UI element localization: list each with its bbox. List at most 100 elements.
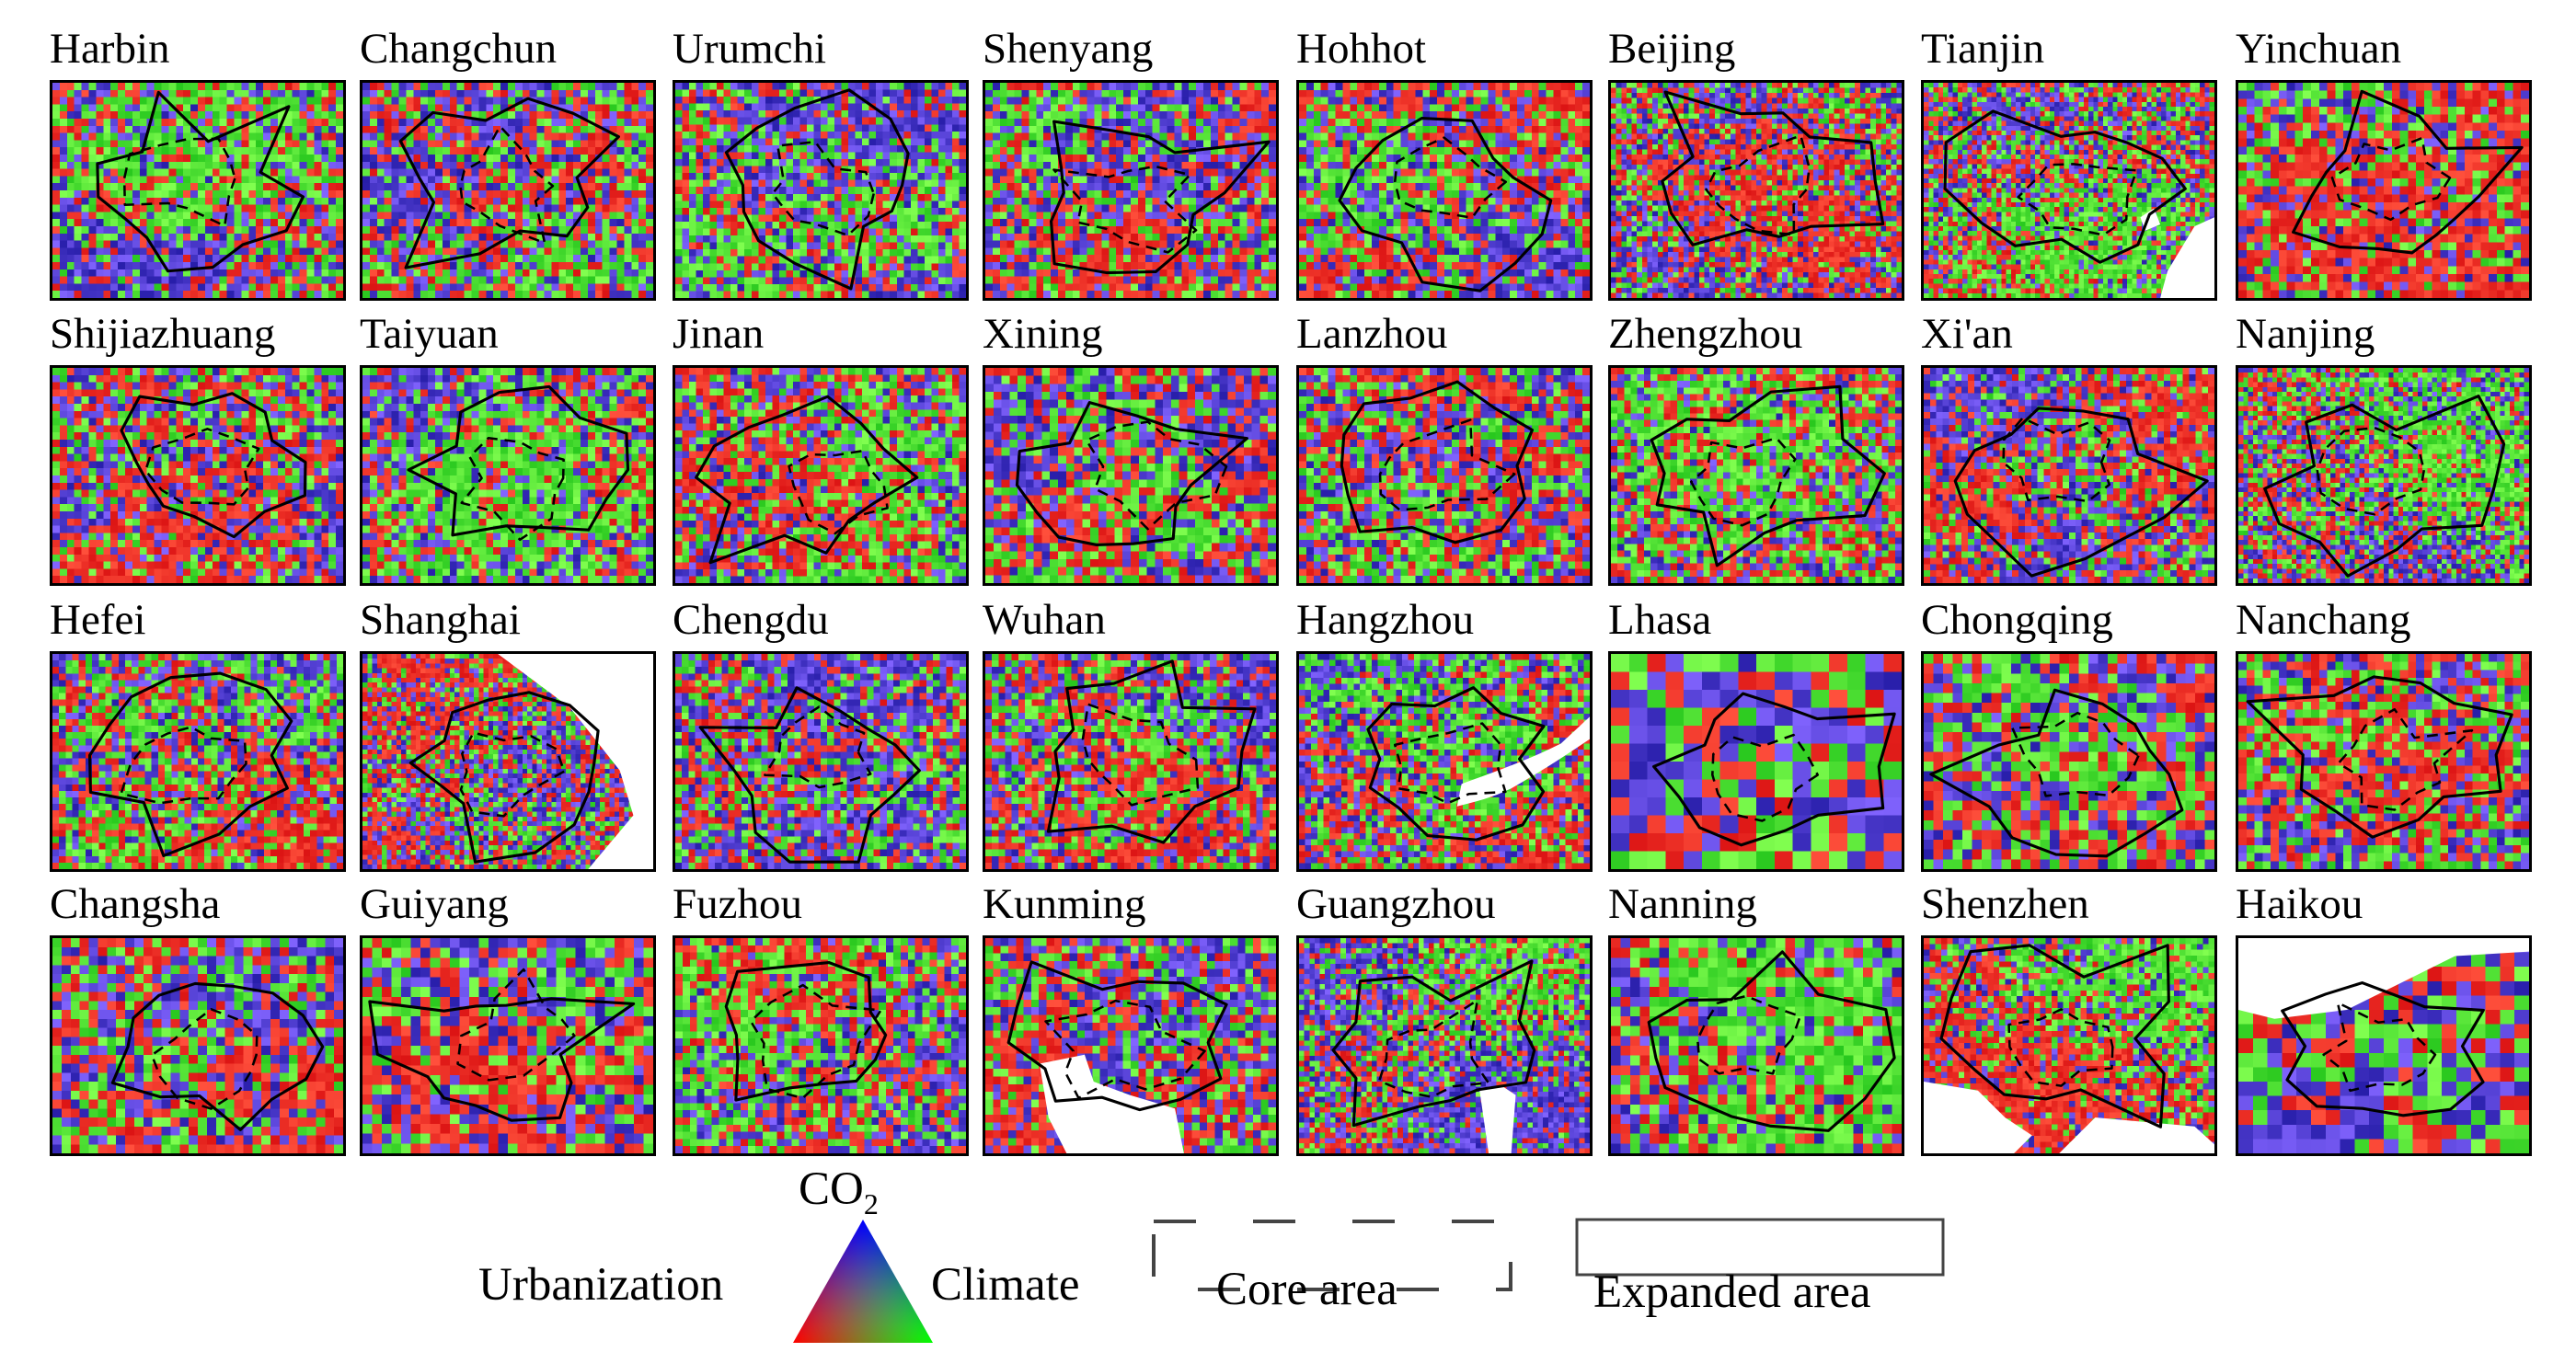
city-label-xi-an: Xi'an: [1921, 310, 2013, 358]
core-area-boundary: [459, 124, 555, 245]
core-area-boundary: [1689, 437, 1797, 527]
city-map-taiyuan: [360, 365, 656, 586]
city-map-shenyang: [983, 80, 1279, 301]
core-area-boundary: [456, 968, 576, 1082]
core-area-legend-symbol: [1152, 1220, 1512, 1291]
expanded-area-boundary: [408, 691, 600, 864]
expanded-area-boundary: [698, 686, 921, 864]
co2-urbanization-climate-raster: [52, 938, 343, 1153]
city-label-taiyuan: Taiyuan: [360, 310, 499, 358]
city-map-tianjin: [1921, 80, 2217, 301]
city-map-lanzhou: [1296, 365, 1593, 586]
city-label-haikou: Haikou: [2236, 880, 2363, 928]
city-map-xi-an: [1921, 365, 2217, 586]
expanded-area-boundary: [1650, 384, 1886, 567]
city-map-hefei: [50, 651, 346, 872]
city-map-guangzhou: [1296, 935, 1593, 1156]
expanded-area-boundary: [2246, 675, 2513, 839]
city-map-changchun: [360, 80, 656, 301]
co2-urbanization-climate-raster: [675, 83, 966, 298]
core-area-boundary: [460, 436, 565, 542]
core-area-boundary: [2330, 136, 2452, 222]
city-label-lanzhou: Lanzhou: [1296, 310, 1448, 358]
expanded-area-boundary: [120, 392, 307, 539]
city-map-haikou: [2236, 935, 2532, 1156]
city-map-kunming: [983, 935, 1279, 1156]
core-area-boundary: [2322, 1001, 2437, 1093]
expanded-area-boundary: [695, 395, 919, 565]
core-area-boundary: [144, 428, 260, 506]
city-map-zhengzhou: [1608, 365, 1904, 586]
expanded-area-boundary: [1006, 960, 1228, 1112]
core-area-boundary: [771, 140, 875, 237]
expanded-area-boundary: [398, 97, 620, 269]
expanded-area-boundary: [1943, 109, 2187, 264]
co2-urbanization-climate-raster: [985, 368, 1276, 583]
core-area-boundary: [1711, 733, 1820, 822]
expanded-area-boundary: [1939, 944, 2170, 1129]
expanded-area-boundary: [1647, 950, 1896, 1132]
city-label-shanghai: Shanghai: [360, 596, 521, 644]
no-data-area: [1456, 716, 1590, 807]
core-area-boundary: [2011, 711, 2140, 797]
expanded-area-boundary: [2291, 89, 2524, 255]
city-map-xining: [983, 365, 1279, 586]
urbanization-label: Urbanization: [478, 1259, 724, 1311]
city-label-harbin: Harbin: [50, 25, 170, 73]
expanded-area-boundary: [1015, 401, 1248, 547]
city-label-beijing: Beijing: [1608, 25, 1736, 73]
city-map-jinan: [673, 365, 969, 586]
core-area-boundary: [1393, 722, 1507, 805]
city-label-hangzhou: Hangzhou: [1296, 596, 1475, 644]
co2-label: CO2: [799, 1163, 879, 1221]
city-label-shijiazhuang: Shijiazhuang: [50, 310, 276, 358]
no-data-area: [1924, 1082, 2214, 1153]
city-map-shijiazhuang: [50, 365, 346, 586]
core-area-boundary: [2017, 163, 2138, 236]
city-map-guiyang: [360, 935, 656, 1156]
city-map-shanghai: [360, 651, 656, 872]
city-map-chengdu: [673, 651, 969, 872]
city-label-nanjing: Nanjing: [2236, 310, 2375, 358]
no-data-area: [1039, 1054, 1184, 1153]
core-area-boundary: [1378, 418, 1516, 511]
city-map-shenzhen: [1921, 935, 2217, 1156]
city-label-guangzhou: Guangzhou: [1296, 880, 1496, 928]
city-map-nanning: [1608, 935, 1904, 1156]
core-area-boundary: [749, 983, 882, 1100]
ternary-color-triangle: [793, 1220, 933, 1343]
core-area-boundary: [2316, 426, 2426, 516]
city-label-hefei: Hefei: [50, 596, 146, 644]
core-area-boundary: [1705, 134, 1811, 236]
city-label-fuzhou: Fuzhou: [673, 880, 802, 928]
city-map-nanjing: [2236, 365, 2532, 586]
city-label-guiyang: Guiyang: [360, 880, 509, 928]
city-map-fuzhou: [673, 935, 969, 1156]
city-label-kunming: Kunming: [983, 880, 1146, 928]
core-area-boundary: [1085, 420, 1228, 531]
expanded-area-boundary: [87, 671, 293, 857]
co2-urbanization-climate-raster: [52, 654, 343, 869]
expanded-area-legend-symbol: [1575, 1218, 1945, 1277]
no-data-area: [1479, 1085, 1516, 1153]
expanded-area-boundary: [96, 90, 305, 273]
city-map-grid: Harbin Changchun Urumchi Shenyang Hohhot Beij…: [50, 25, 2532, 1156]
expanded-area-boundary: [1049, 120, 1271, 275]
core-area-boundary: [150, 1008, 259, 1110]
city-map-hohhot: [1296, 80, 1593, 301]
expanded-area-boundary: [110, 981, 325, 1131]
core-area-boundary: [788, 449, 889, 535]
expanded-area-boundary: [724, 88, 910, 291]
expanded-area-boundary: [407, 384, 630, 537]
expanded-area-boundary: [1366, 686, 1546, 842]
city-label-chongqing: Chongqing: [1921, 596, 2113, 644]
co2-urbanization-climate-raster: [1611, 938, 1902, 1153]
city-label-wuhan: Wuhan: [983, 596, 1106, 644]
co2-urbanization-climate-raster: [1299, 368, 1590, 583]
expanded-area-boundary: [368, 997, 636, 1122]
co2-urbanization-climate-raster: [675, 654, 966, 869]
expanded-area-boundary: [1340, 380, 1535, 544]
co2-urbanization-climate-raster: [675, 368, 966, 583]
legend: CO2 Urbanization Climate Core area Expan…: [0, 1163, 2576, 1343]
expanded-area-boundary: [1331, 959, 1536, 1128]
